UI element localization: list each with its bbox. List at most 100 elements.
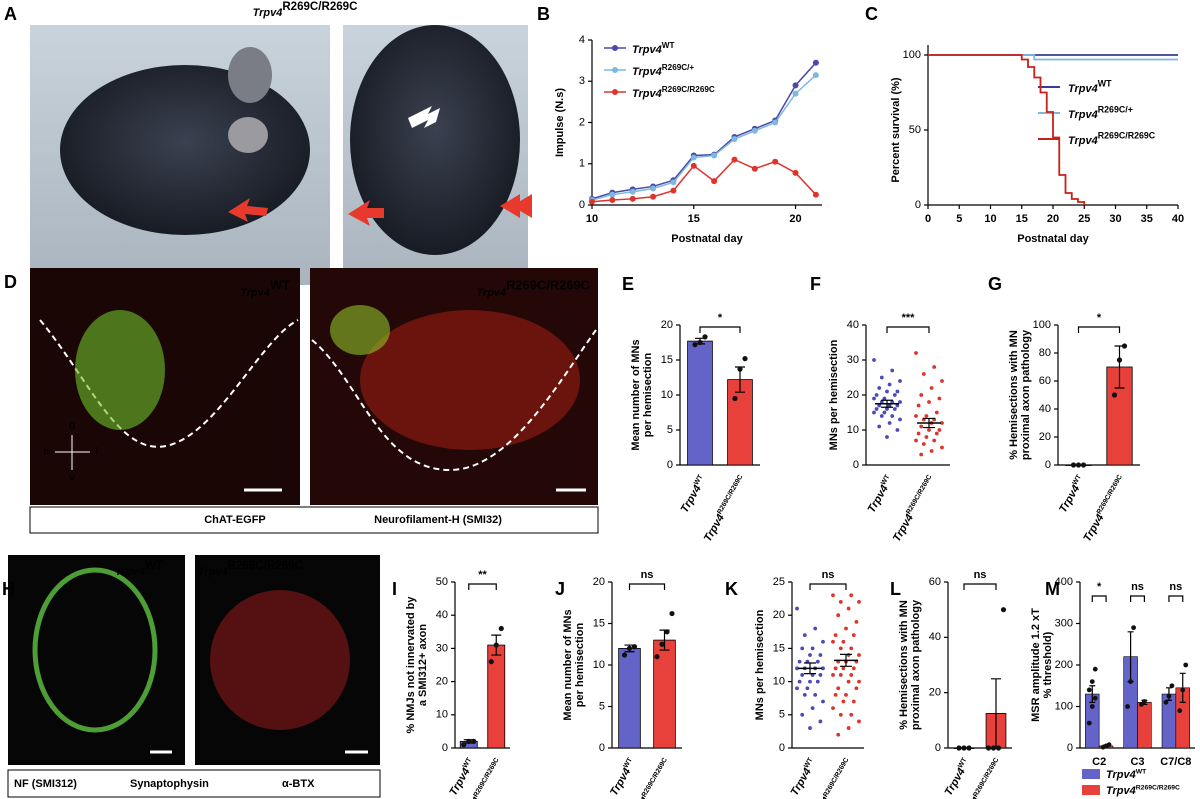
- y-tick-label: 20: [847, 389, 859, 401]
- significance: ns: [1131, 581, 1144, 593]
- data-point: [838, 600, 843, 604]
- data-point: [471, 738, 477, 744]
- data-point: [1121, 343, 1128, 349]
- significance: ns: [1169, 581, 1182, 593]
- y-tick-label: 3: [579, 75, 585, 87]
- fibers: [360, 310, 580, 450]
- x-tick-label: 20: [1047, 213, 1059, 225]
- y-tick-label: 100: [1033, 319, 1051, 331]
- gene: Trpv4: [1081, 512, 1106, 544]
- data-point: [849, 673, 854, 677]
- data-point: [877, 424, 882, 429]
- data-point: [857, 679, 861, 684]
- data-point: [857, 600, 861, 604]
- y-tick-label: 0: [667, 459, 673, 471]
- data-point: [732, 395, 738, 402]
- data-point: [940, 421, 944, 425]
- mouse: [60, 65, 310, 235]
- allele: WT: [693, 473, 705, 486]
- y-tick-label: 0: [853, 459, 859, 471]
- outline: [311, 329, 597, 472]
- data-point: [1080, 462, 1087, 468]
- legend-marker: [612, 67, 618, 73]
- gene: Trpv4: [632, 44, 662, 56]
- data-point: [813, 626, 818, 631]
- allele: R269C/R269C: [1098, 131, 1156, 141]
- gene-label: Trpv4WT: [632, 41, 674, 56]
- gene-label: Trpv4WT: [865, 473, 897, 515]
- y-tick-label: 0: [442, 742, 448, 754]
- compass-label: l: [96, 446, 98, 458]
- data-point: [1166, 693, 1172, 699]
- data-point: [892, 407, 897, 411]
- marker: [609, 197, 616, 204]
- data-point: [885, 407, 889, 411]
- data-point: [849, 712, 854, 717]
- data-point: [1086, 720, 1092, 726]
- data-point: [669, 610, 675, 617]
- data-point: [916, 403, 921, 408]
- data-point: [879, 400, 884, 404]
- y-tick-label: 15: [773, 642, 785, 654]
- gene-label: Trpv4WT: [1068, 79, 1112, 95]
- cells: [330, 305, 390, 355]
- marker: [711, 178, 718, 185]
- data-point: [927, 400, 931, 404]
- marker: [812, 59, 819, 66]
- y-axis-label: a SMI312+ axon: [417, 624, 429, 707]
- allele: R269C/+: [662, 63, 695, 72]
- data-point: [919, 424, 924, 429]
- legend-text: NF (SMI312): [14, 778, 77, 790]
- gene-label: Trpv4R269C/R269C: [701, 474, 749, 544]
- x-tick-label: 35: [1141, 213, 1153, 225]
- x-tick-label: C3: [1130, 756, 1144, 768]
- data-point: [742, 356, 748, 362]
- data-point: [815, 659, 820, 664]
- data-point: [846, 726, 851, 730]
- allele: R269C/R269C: [228, 560, 304, 572]
- data-point: [626, 645, 633, 652]
- y-tick-label: 100: [1055, 700, 1073, 712]
- gene: Trpv4: [1106, 785, 1136, 797]
- gene: Trpv4: [1106, 769, 1136, 781]
- x-tick-label: 15: [1016, 213, 1028, 225]
- allele: R269C/R269C: [472, 757, 500, 799]
- data-point: [493, 642, 499, 648]
- arrow: [500, 194, 520, 218]
- data-point: [1163, 699, 1169, 705]
- series-line: [591, 158, 817, 203]
- data-point: [1070, 462, 1077, 468]
- legend-box: [29, 506, 599, 534]
- x-tick-label: 40: [1172, 213, 1184, 225]
- marker: [792, 82, 799, 89]
- significance-bracket: [628, 583, 666, 590]
- y-tick-label: 30: [847, 354, 859, 366]
- allele: R269C/R269C: [662, 85, 715, 94]
- marker: [629, 195, 636, 202]
- data-point: [737, 366, 743, 372]
- y-tick-label: 30: [436, 642, 448, 654]
- data-point: [854, 686, 859, 691]
- y-tick-label: 100: [903, 49, 921, 61]
- data-point: [844, 692, 848, 697]
- data-point: [815, 679, 820, 684]
- y-axis-label: % Hemisections with MN: [898, 600, 910, 730]
- nmj: [210, 590, 350, 730]
- data-point: [872, 358, 876, 362]
- data-point: [833, 633, 838, 638]
- y-tick-label: 20: [773, 609, 785, 621]
- significance-bracket: [963, 583, 997, 590]
- significance: ***: [902, 312, 916, 324]
- legend-text: ChAT-EGFP: [204, 514, 266, 526]
- y-axis-label: MSR amplitude 1.2 xT: [1030, 608, 1042, 722]
- marker: [609, 191, 616, 198]
- legend-swatch: [1082, 785, 1100, 795]
- data-point: [1092, 695, 1098, 701]
- y-tick-label: 40: [929, 631, 941, 643]
- gene-label: Trpv4WT: [1057, 473, 1089, 515]
- y-tick-label: 10: [847, 424, 859, 436]
- data-point: [461, 742, 467, 748]
- significance-bracket: [809, 583, 847, 590]
- compass-label: v: [69, 472, 75, 484]
- data-point: [898, 417, 902, 422]
